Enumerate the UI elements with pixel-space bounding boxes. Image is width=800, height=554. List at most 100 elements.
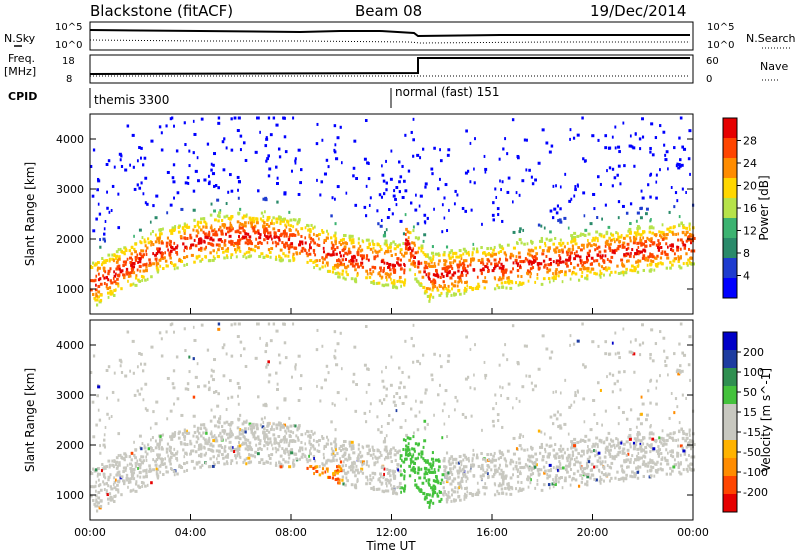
power-cell [472, 247, 475, 251]
power-cell [142, 263, 145, 267]
velocity-cell [417, 468, 421, 472]
power-cell [495, 195, 498, 199]
power-cell [95, 283, 97, 287]
power-cell [371, 250, 374, 254]
velocity-cell [369, 453, 373, 457]
velocity-cell [473, 463, 476, 467]
velocity-cell [248, 453, 251, 457]
power-cell [639, 147, 642, 151]
velocity-cell [423, 497, 427, 501]
power-cell [677, 255, 680, 259]
velocity-cell [136, 365, 139, 369]
power-cell [496, 207, 500, 211]
velocity-cell [550, 350, 554, 354]
power-cell [210, 162, 213, 166]
power-cell [168, 243, 172, 247]
velocity-cell [406, 446, 409, 450]
power-cell [652, 226, 655, 230]
velocity-cell [102, 443, 106, 447]
power-cell [192, 228, 195, 232]
velocity-cell [515, 461, 518, 465]
power-cell [366, 161, 370, 165]
velocity-cell [247, 427, 250, 431]
velocity-cell [228, 440, 232, 444]
velocity-cell [166, 417, 169, 421]
velocity-cell [470, 463, 474, 467]
power-cell [501, 276, 505, 280]
velocity-cell [253, 430, 257, 434]
velocity-cell [471, 457, 474, 461]
power-cell [370, 272, 373, 276]
power-cell [230, 148, 234, 152]
power-cell [509, 270, 512, 274]
velocity-cell [649, 379, 652, 383]
power-cell [655, 173, 658, 177]
velocity-cell [541, 334, 545, 338]
velocity-cell [334, 349, 337, 353]
power-cell [426, 294, 430, 298]
velocity-cell [92, 485, 96, 489]
power-cell [576, 263, 580, 267]
velocity-cell [361, 460, 365, 464]
velocity-cell [142, 469, 145, 473]
power-cell [102, 237, 106, 241]
power-cell [460, 273, 464, 277]
power-cell [571, 272, 573, 276]
power-cell [636, 248, 638, 252]
power-cell [628, 231, 632, 235]
power-cell [325, 253, 329, 257]
power-cell [119, 158, 122, 162]
velocity-cell [437, 468, 440, 472]
velocity-cell [193, 424, 196, 428]
power-cell [140, 254, 144, 258]
power-cell [413, 243, 416, 247]
velocity-cell [403, 474, 406, 478]
velocity-cell [300, 374, 303, 378]
power-cell [465, 129, 468, 133]
velocity-cell [685, 467, 689, 471]
power-cell [589, 222, 593, 226]
power-cell [294, 159, 297, 163]
velocity-cell [442, 459, 446, 463]
power-cell [109, 267, 112, 271]
power-cell [373, 257, 376, 261]
velocity-cell [404, 419, 407, 423]
power-cell [308, 233, 311, 237]
power-cell [260, 252, 264, 256]
velocity-cell [470, 465, 472, 469]
velocity-cell [236, 426, 240, 430]
power-cell [380, 260, 384, 264]
power-cell [497, 278, 501, 282]
power-cell [412, 138, 415, 142]
velocity-cell [368, 409, 371, 413]
power-cell [356, 251, 360, 255]
power-cell [498, 266, 502, 270]
power-cell [135, 274, 138, 278]
velocity-cell [183, 462, 186, 466]
velocity-cell [474, 343, 476, 347]
power-cell [217, 116, 221, 120]
velocity-cell [234, 456, 237, 460]
power-cell [339, 262, 342, 266]
power-cell [636, 229, 639, 233]
velocity-cell [149, 469, 153, 473]
velocity-cell [242, 430, 246, 434]
velocity-cell [576, 339, 580, 343]
power-cell [179, 235, 183, 239]
velocity-cell [465, 479, 468, 483]
velocity-cell [654, 342, 658, 346]
velocity-cell [608, 452, 612, 456]
velocity-cell [195, 435, 199, 439]
velocity-cell [484, 486, 488, 490]
power-cell [406, 240, 409, 244]
velocity-cell [685, 432, 689, 436]
velocity-cell [497, 466, 501, 470]
power-cell [336, 262, 339, 266]
velocity-cell [296, 426, 300, 430]
power-cell [618, 150, 621, 154]
velocity-cell [92, 435, 96, 439]
power-cell [122, 260, 126, 264]
power-cell [430, 251, 435, 255]
velocity-cell [171, 322, 174, 326]
power-cell [494, 277, 497, 281]
